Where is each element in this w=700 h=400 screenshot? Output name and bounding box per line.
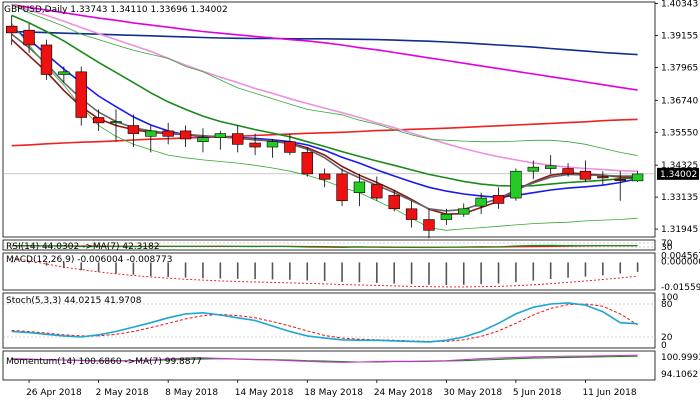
candle-bull (458, 208, 470, 215)
rsi-label: RSI(14) 44.0302 ->MA(7) 42.3182 (6, 242, 160, 252)
candle-bull (527, 166, 539, 172)
candle-bear (423, 219, 435, 231)
candle-bull (214, 133, 227, 138)
candle-bull (475, 197, 487, 207)
indicator-tick-label: 20 (661, 333, 673, 343)
candle-bull (440, 213, 453, 220)
indicator-tick-label: -0.01559 (661, 283, 700, 293)
candle-bear (179, 130, 192, 140)
candle-bear (232, 133, 244, 145)
indicator-tick-label: 0 (661, 341, 667, 351)
pane-frame (2, 350, 656, 381)
candle-bear (562, 168, 574, 175)
overlay-line (11, 3, 638, 91)
candle-bear (6, 25, 18, 34)
candle-bear (249, 142, 261, 148)
overlay-line (11, 4, 638, 156)
price-tick-label: 1.34325 (661, 161, 698, 171)
overlay-line (11, 30, 638, 56)
candle-bull (353, 181, 366, 193)
price-tick-label: 1.36740 (661, 96, 698, 106)
indicator-tick-label: 100 (661, 293, 678, 303)
candle-bear (75, 71, 87, 118)
candle-bear (284, 141, 296, 153)
date-tick-label: 11 Jun 2018 (582, 388, 636, 398)
date-tick-label: 8 May 2018 (165, 388, 218, 398)
price-tick-label: 1.40343 (661, 0, 698, 10)
candle-bull (58, 71, 70, 75)
candle-bull (544, 165, 557, 169)
overlay-line (11, 23, 638, 231)
pane-frame (2, 292, 656, 349)
indicator-tick-label: 0.004567 (661, 251, 700, 261)
date-tick-label: 14 May 2018 (235, 388, 294, 398)
candle-bear (371, 184, 383, 199)
pane-frame (2, 1, 656, 238)
indicator-tick-label: 100.9993 (661, 353, 700, 363)
last-price-marker: 1.34002 (657, 167, 699, 180)
candle-bear (162, 130, 174, 137)
candle-bull (197, 137, 209, 142)
macd-signal-line (11, 257, 638, 288)
candle-bear (492, 195, 505, 204)
price-tick-label: 1.37965 (661, 63, 698, 73)
candle-bull (266, 141, 279, 148)
price-tick-label: 1.31945 (661, 225, 698, 235)
indicator-tick-label: 0.000000 (661, 257, 700, 267)
indicator-tick-label: 80 (661, 300, 673, 310)
indicator-tick-label: 70 (661, 239, 673, 249)
stoch-main-line (11, 302, 638, 343)
candle-bear (579, 170, 592, 180)
date-tick-label: 24 May 2018 (374, 388, 433, 398)
indicator-tick-label: 30 (661, 243, 673, 253)
indicator-tick-label: 94.1062 (661, 370, 698, 380)
momentum-line (11, 354, 638, 363)
date-tick-label: 26 Apr 2018 (26, 388, 82, 398)
overlay-line (11, 118, 638, 147)
date-tick-label: 2 May 2018 (96, 388, 149, 398)
candle-bear (301, 152, 313, 175)
date-tick-label: 5 Jun 2018 (513, 388, 562, 398)
candle-bear (92, 117, 105, 124)
candle-bull (631, 173, 644, 182)
macd-label: MACD(12,26,9) -0.006004 -0.008773 (6, 255, 172, 265)
candle-bear (405, 208, 418, 220)
candle-bear (318, 173, 331, 180)
price-tick-label: 1.39155 (661, 31, 698, 41)
stoch-signal-line (11, 303, 638, 342)
candle-bear (388, 195, 400, 210)
pane-frame (2, 252, 656, 291)
price-tick-label: 1.33135 (661, 193, 698, 203)
rsi-line (11, 244, 638, 249)
overlay-line (11, 14, 638, 187)
overlay-line (11, 26, 638, 199)
last-price-label: 1.34002 (660, 170, 697, 180)
candle-bear (336, 173, 348, 202)
candle-bull (110, 121, 122, 124)
price-tick-label: 1.35550 (661, 128, 698, 138)
date-tick-label: 18 May 2018 (304, 388, 363, 398)
momentum-label: Momentum(14) 100.6860 ->MA(7) 99.8877 (6, 357, 202, 367)
candle-bear (597, 176, 609, 179)
candle-bear (614, 178, 626, 181)
candle-bear (40, 44, 53, 75)
candle-bull (510, 170, 522, 199)
chart-title: GBPUSD,Daily 1.33743 1.34110 1.33696 1.3… (4, 5, 228, 15)
candle-bear (127, 125, 140, 134)
pane-frame (2, 239, 656, 251)
date-tick-label: 30 May 2018 (443, 388, 502, 398)
candle-bear (23, 29, 35, 46)
candle-bull (145, 130, 157, 137)
stoch-label: Stoch(5,3,3) 44.0215 41.9708 (6, 296, 142, 306)
